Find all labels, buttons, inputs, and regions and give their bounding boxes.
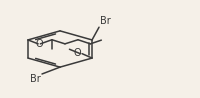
Text: O: O: [35, 39, 43, 49]
Text: O: O: [73, 48, 81, 58]
Text: Br: Br: [30, 74, 41, 84]
Text: Br: Br: [100, 16, 110, 26]
